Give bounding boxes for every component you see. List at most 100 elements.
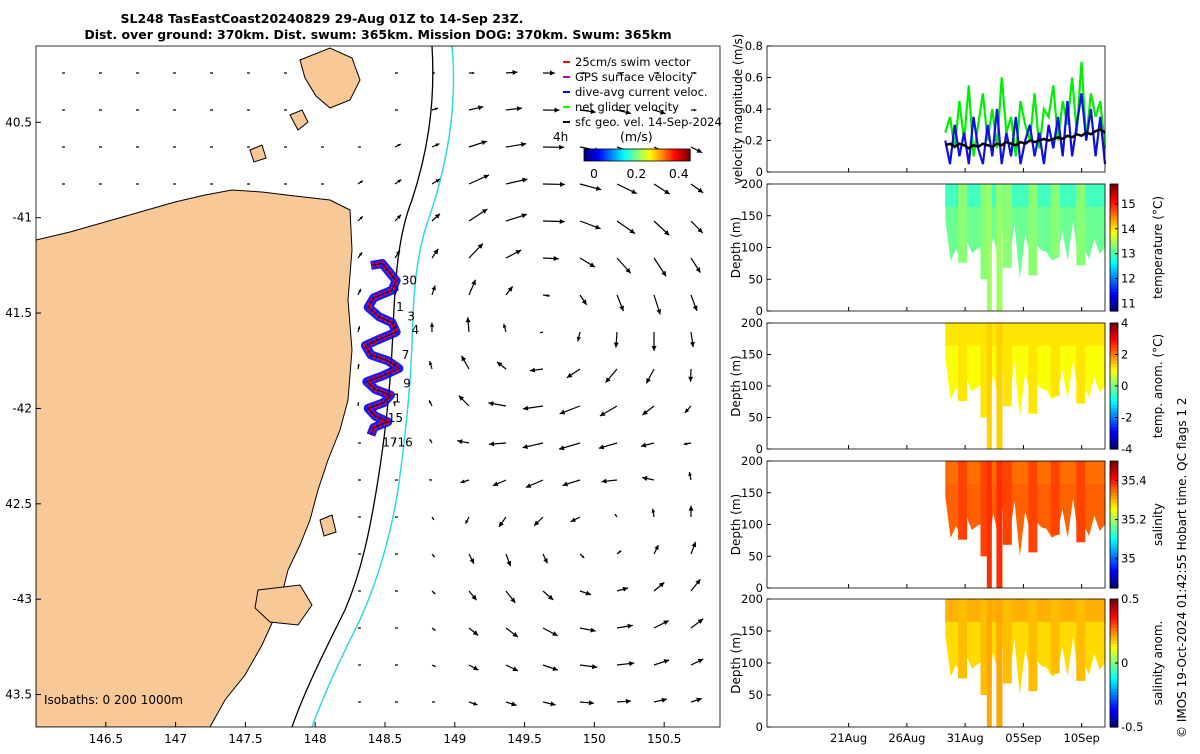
ytick-label: 0.8 <box>745 39 763 53</box>
temperature-deep-profile <box>958 184 967 263</box>
footer-credit: © IMOS 19-Oct-2024 01:42:55 Hobart time.… <box>1175 397 1189 738</box>
legend-4h: 4h <box>553 130 568 144</box>
ytick-label: 150 <box>741 624 763 638</box>
ytick-label: 50 <box>748 272 763 286</box>
map-xtick-label: 148.5 <box>368 732 402 746</box>
temp_anom-deep-profile <box>1003 323 1012 406</box>
geo-arrow-head <box>589 700 594 705</box>
geo-arrow-head <box>641 443 646 448</box>
geo-arrow-head <box>577 337 581 342</box>
time-tick-label: 05Sep <box>1005 731 1041 745</box>
geo-arrow-head <box>489 441 494 446</box>
speed-colorbar-tick: 0 <box>590 166 598 181</box>
geo-arrow-head <box>688 377 693 382</box>
speed-colorbar-tick: 0.4 <box>669 166 689 181</box>
map-xtick-label: 147.5 <box>228 732 262 746</box>
geo-arrow-head <box>652 346 657 351</box>
ytick-label: 150 <box>741 209 763 223</box>
geo-arrow-head <box>523 444 528 449</box>
geo-arrow-head <box>698 188 704 193</box>
salinity-deep-profile <box>996 461 1002 588</box>
legend-entry: sfc geo. vel. 14-Sep-2024 <box>575 115 722 129</box>
tasmania-land <box>36 190 352 727</box>
temperature-colorbar-tick-label: 14 <box>1121 222 1136 236</box>
temp_anom-deep-profile <box>996 323 1002 449</box>
geo-arrow-head <box>430 323 434 327</box>
salinity-colorbar-label: salinity <box>1151 503 1165 546</box>
temperature-colorbar-label: temperature (°C) <box>1151 196 1165 299</box>
geo-arrow-head <box>627 624 632 629</box>
geo-arrow-head <box>457 439 462 444</box>
geo-arrow-head <box>466 317 471 322</box>
legend-entry: dive-avg current veloc. <box>575 85 708 99</box>
temp_anom-colorbar-tick-label: 4 <box>1121 316 1128 330</box>
temperature-colorbar-tick-label: 12 <box>1121 272 1136 286</box>
geo-arrow-head <box>555 108 560 113</box>
title-line-1: SL248 TasEastCoast20240829 29-Aug 01Z to… <box>121 11 524 26</box>
day-label: 9 <box>403 376 411 390</box>
map-ytick-label: -43 <box>12 592 32 606</box>
geo-arrow-head <box>642 476 647 481</box>
geo-arrow-head <box>511 702 517 707</box>
geo-arrow-head <box>560 219 565 224</box>
geo-arrow-head <box>586 591 592 596</box>
map-ytick-label: 41.5 <box>5 306 32 320</box>
sal_anom-deep-profile <box>987 599 992 727</box>
geo-arrow-head <box>432 285 436 290</box>
geo-arrow-head <box>512 70 517 75</box>
map-xtick-label: 149.5 <box>507 732 541 746</box>
flinders-island <box>300 48 360 108</box>
geo-arrow-head <box>629 229 635 234</box>
geo-arrow-head <box>626 699 631 704</box>
day-label: 30 <box>402 273 417 287</box>
geo-arrow-head <box>499 522 504 528</box>
sal_anom-deep-profile <box>1076 599 1085 681</box>
map-xtick-label: 147 <box>164 732 187 746</box>
temperature-deep-profile <box>1028 184 1037 275</box>
time-tick-label: 31Aug <box>947 731 984 745</box>
geo-arrow-head <box>614 342 619 347</box>
temp_anom-ylabel: Depth (m) <box>729 355 743 416</box>
sal_anom-deep-profile <box>1028 599 1037 691</box>
ytick-label: 200 <box>741 177 763 191</box>
geo-arrow-head <box>698 619 704 624</box>
ytick-label: 200 <box>741 454 763 468</box>
sal_anom-colorbar-tick-label: 0.5 <box>1121 592 1139 606</box>
maria-island <box>320 515 336 536</box>
salinity-colorbar-tick-label: 35.4 <box>1121 474 1147 488</box>
legend-entry: GPS surface velocity <box>575 70 693 84</box>
legend-entry: net glider velocity <box>575 100 679 114</box>
temperature-colorbar-tick-label: 11 <box>1121 297 1136 311</box>
geo-arrow-head <box>661 698 666 703</box>
salinity-deep-profile <box>1003 461 1012 545</box>
ytick-label: 150 <box>741 348 763 362</box>
temperature-deep-profile <box>1076 184 1085 265</box>
ytick-label: 100 <box>741 656 763 670</box>
salinity-deep-profile <box>987 461 992 588</box>
geo-arrow-head <box>590 628 595 633</box>
day-label: 3 <box>407 310 415 324</box>
temp_anom-deep-profile <box>1051 323 1060 396</box>
legend-entry: 25cm/s swim vector <box>575 55 691 69</box>
temp_anom-deep-profile <box>987 323 992 449</box>
map-xtick-label: 148 <box>304 732 327 746</box>
sal_anom-colorbar-tick-label: 0 <box>1121 656 1128 670</box>
geo-arrow-head <box>550 701 555 706</box>
ytick-label: 150 <box>741 486 763 500</box>
temperature-colorbar-tick-label: 13 <box>1121 247 1136 261</box>
temp_anom-colorbar-tick-label: -4 <box>1121 442 1132 456</box>
day-label: 1 <box>393 392 401 406</box>
geo-arrow-head <box>521 142 526 147</box>
ytick-label: 200 <box>741 592 763 606</box>
temperature-deep-profile <box>1051 184 1060 258</box>
geo-arrow-head <box>472 72 474 74</box>
ytick-label: 0.2 <box>745 134 763 148</box>
